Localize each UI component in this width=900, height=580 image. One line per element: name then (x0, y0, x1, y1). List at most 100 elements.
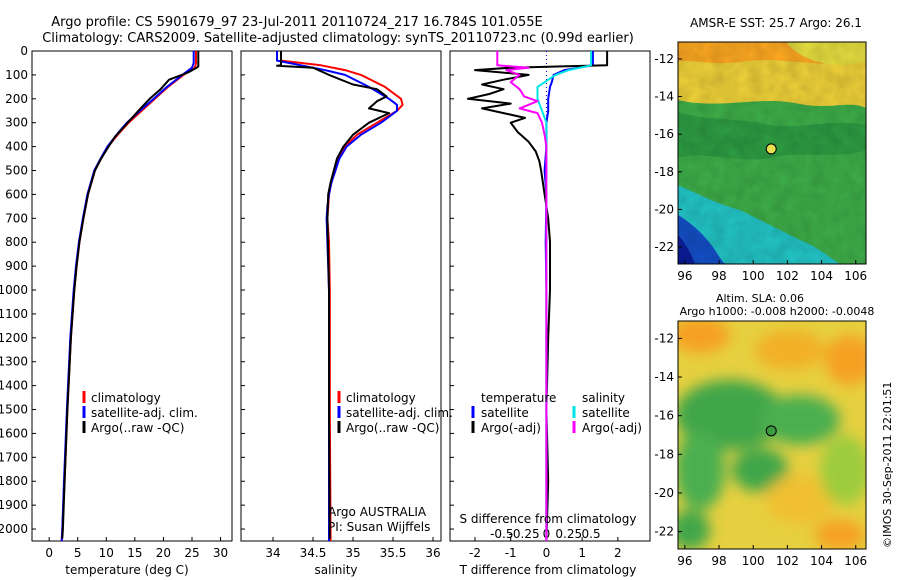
series-line-climatology (60, 51, 197, 542)
depth-tick-label: 1800 (0, 474, 28, 488)
sst-map (678, 42, 866, 264)
x-tick-label: -2 (469, 546, 481, 560)
sla-map-subtitle: Argo h1000: -0.008 h2000: -0.0048 (680, 305, 875, 318)
x-tick-label: 25 (184, 546, 199, 560)
series-line-salinity-argo-adj- (496, 51, 548, 541)
map-lat-label: -22 (654, 240, 674, 254)
map-lon-label: 98 (711, 269, 726, 283)
depth-tick-label: 1200 (0, 331, 28, 345)
legend-salinity-heading: salinity (582, 391, 625, 405)
map-lat-label: -18 (654, 165, 674, 179)
depth-tick-label: 800 (5, 235, 28, 249)
depth-tick-label: 300 (5, 116, 28, 130)
map-lon-label: 102 (776, 554, 799, 568)
sla-map (678, 321, 866, 549)
map-lon-label: 104 (810, 269, 833, 283)
map-lon-label: 100 (742, 554, 765, 568)
x-tick-label: 1 (578, 546, 586, 560)
float-operator-label: Argo AUSTRALIA (328, 505, 427, 519)
map-axes: 96 98 100 102 104 106 -12 -14 -16 -18 -20 -22 96 98 10… (654, 52, 867, 568)
x-tick-label: 5 (74, 546, 82, 560)
difference-plot: -2 -1 0 1 2-0.5-0.25 0 0.25 0.5 (466, 51, 622, 560)
depth-tick-label: 0 (20, 44, 28, 58)
sst-argo-marker (765, 143, 777, 155)
map-lon-label: 100 (742, 269, 765, 283)
x-tick-label: 0 (45, 546, 53, 560)
salinity-diff-tick-label: 0.5 (582, 527, 601, 541)
sst-map-title: AMSR-E SST: 25.7 Argo: 26.1 (690, 16, 862, 30)
legend-temp-sat-label: satellite (481, 406, 529, 420)
temperature-xlabel: temperature (deg C) (65, 563, 188, 577)
x-tick-label: 0 (543, 546, 551, 560)
salinity-legend: climatology satellite-adj. clim. Argo(..… (328, 391, 453, 534)
legend-argo-label: Argo(..raw -QC) (91, 421, 184, 435)
depth-tick-label: 1400 (0, 379, 28, 393)
depth-tick-label: 1000 (0, 283, 28, 297)
depth-tick-label: 1100 (0, 307, 28, 321)
salinity-diff-tick-label: -0.25 (509, 527, 540, 541)
depth-axis: 0 100 200 300 400 500 600 700 800 900 1000 1100 1200… (0, 44, 454, 536)
map-lon-label: 98 (711, 554, 726, 568)
legend-clim-label: climatology (91, 391, 161, 405)
depth-tick-label: 100 (5, 68, 28, 82)
difference-panel-frame (449, 50, 651, 542)
salinity-diff-tick-label: -0.5 (490, 527, 513, 541)
sla-map-frame (677, 320, 867, 550)
series-line-temperature-argo-adj- (466, 51, 609, 542)
float-pi-label: PI: Susan Wijffels (328, 520, 430, 534)
salinity-xlabel: salinity (314, 563, 357, 577)
map-lat-label: -12 (654, 52, 674, 66)
legend-sat-label: satellite-adj. clim. (346, 406, 453, 420)
x-tick-label: 35.5 (380, 546, 407, 560)
series-line-argo-raw-qc- (276, 51, 390, 539)
depth-tick-label: 900 (5, 259, 28, 273)
map-lat-label: -20 (654, 202, 674, 216)
x-tick-label: 15 (127, 546, 142, 560)
map-lon-label: 104 (810, 554, 833, 568)
difference-legend: temperature satellite Argo(-adj) salinit… (471, 391, 642, 435)
imos-credit: ©IMOS 30-Sep-2011 22:01:51 (881, 382, 894, 548)
depth-tick-label: 500 (5, 164, 28, 178)
legend-sat-label: satellite-adj. clim. (91, 406, 198, 420)
salinity-panel-frame (240, 50, 442, 542)
figure-title: Argo profile: CS 5901679_97 23-Jul-2011 … (51, 15, 542, 30)
map-lon-label: 106 (844, 554, 867, 568)
temperature-legend: climatology satellite-adj. clim. Argo(..… (82, 391, 198, 435)
map-lat-label: -18 (654, 447, 674, 461)
map-lat-label: -16 (654, 127, 674, 141)
map-lat-label: -22 (654, 525, 674, 539)
legend-temperature-heading: temperature (481, 391, 556, 405)
x-tick-label: 20 (156, 546, 171, 560)
depth-tick-label: 1500 (0, 403, 28, 417)
legend-clim-label: climatology (346, 391, 416, 405)
x-tick-label: 35 (345, 546, 360, 560)
sla-argo-marker (765, 425, 777, 437)
map-lon-label: 96 (677, 269, 692, 283)
temperature-panel-frame (31, 50, 233, 542)
series-line-argo-raw-qc- (61, 51, 200, 539)
depth-tick-label: 1300 (0, 355, 28, 369)
map-lon-label: 102 (776, 269, 799, 283)
depth-tick-label: 200 (5, 92, 28, 106)
depth-tick-label: 700 (5, 211, 28, 225)
depth-tick-label: 1700 (0, 450, 28, 464)
series-line-temperature-satellite (543, 51, 594, 541)
temperature-plot: 0 5 10 15 20 25 30 (45, 51, 228, 560)
depth-tick-label: 400 (5, 140, 28, 154)
x-tick-label: 34.5 (300, 546, 327, 560)
x-tick-label: -1 (505, 546, 517, 560)
legend-temp-argo-label: Argo(-adj) (481, 421, 541, 435)
depth-tick-label: 1600 (0, 426, 28, 440)
figure-subtitle: Climatology: CARS2009. Satellite-adjuste… (42, 31, 634, 46)
map-lon-label: 106 (844, 269, 867, 283)
map-lat-label: -20 (654, 486, 674, 500)
x-tick-label: 30 (213, 546, 228, 560)
sla-map-title: Altim. SLA: 0.06 (716, 292, 804, 305)
x-tick-label: 10 (99, 546, 114, 560)
x-tick-label: 34 (265, 546, 280, 560)
sst-map-frame (677, 41, 867, 265)
depth-tick-label: 600 (5, 187, 28, 201)
map-lat-label: -14 (654, 370, 674, 384)
map-lat-label: -12 (654, 331, 674, 345)
